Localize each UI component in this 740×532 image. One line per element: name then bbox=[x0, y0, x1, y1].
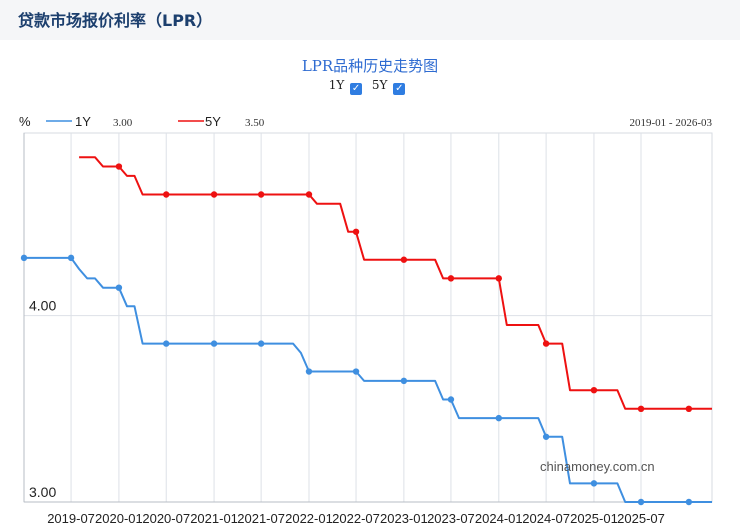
series-layer bbox=[20, 156, 712, 506]
data-point-5y bbox=[210, 191, 218, 198]
toggle-5y-label: 5Y bbox=[371, 78, 388, 92]
x-tick-label: 2023-07 bbox=[427, 511, 475, 526]
chart-title: LPR品种历史走势图 bbox=[301, 57, 439, 75]
x-tick-label: 2025-07 bbox=[617, 511, 665, 526]
data-point-5y bbox=[115, 163, 123, 170]
data-point-1y bbox=[542, 433, 550, 440]
data-point-1y bbox=[637, 498, 645, 506]
x-tick-label: 2025-01 bbox=[570, 511, 618, 526]
data-point-1y bbox=[352, 368, 360, 375]
x-tick-label: 2024-07 bbox=[522, 511, 570, 526]
data-point-5y bbox=[305, 191, 313, 198]
data-point-1y bbox=[257, 340, 265, 347]
x-tick-label: 2020-07 bbox=[142, 511, 190, 526]
data-point-1y bbox=[447, 396, 455, 403]
data-point-1y bbox=[163, 340, 170, 347]
watermark: chinamoney.com.cn bbox=[540, 459, 655, 474]
legend-value: 3.50 bbox=[245, 117, 265, 129]
chart-labels: 2019-07 2020-01 2020-07 2021-01 2021-07 2022-… bbox=[19, 114, 712, 526]
legend-value: 3.00 bbox=[113, 117, 133, 129]
plot-frame bbox=[23, 132, 713, 503]
toggle-1y-label: 1Y bbox=[328, 78, 345, 92]
data-point-1y bbox=[305, 368, 313, 375]
toggle-5y-checkbox[interactable]: ✓ bbox=[393, 83, 406, 95]
data-point-1y bbox=[210, 340, 218, 347]
data-point-1y bbox=[590, 480, 598, 487]
x-tick-label: 2021-01 bbox=[190, 511, 238, 526]
data-point-1y bbox=[685, 498, 693, 506]
chart-grid bbox=[23, 132, 713, 503]
series-line-1y bbox=[24, 256, 712, 503]
data-point-1y bbox=[20, 254, 28, 262]
data-point-5y bbox=[495, 275, 502, 282]
y-unit-label: % bbox=[19, 114, 31, 129]
series-toggles: 1Y ✓ 5Y ✓ bbox=[0, 78, 740, 95]
x-tick-label: 2023-01 bbox=[380, 511, 428, 526]
data-point-5y bbox=[685, 405, 693, 413]
date-range-label: 2019-01 - 2026-03 bbox=[630, 117, 713, 129]
data-point-5y bbox=[637, 405, 645, 413]
legend-name: 5Y bbox=[205, 114, 221, 129]
data-point-5y bbox=[352, 228, 360, 235]
data-point-5y bbox=[400, 256, 408, 263]
data-point-1y bbox=[67, 254, 75, 262]
x-tick-label: 2024-01 bbox=[475, 511, 523, 526]
x-tick-label: 2021-07 bbox=[237, 511, 285, 526]
x-tick-label: 2019-07 bbox=[47, 511, 95, 526]
data-point-5y bbox=[447, 275, 455, 282]
page-header: 贷款市场报价利率（LPR） bbox=[0, 0, 740, 40]
data-point-5y bbox=[163, 191, 170, 198]
y-tick-label: 3.00 bbox=[29, 484, 56, 500]
x-tick-label: 2022-07 bbox=[332, 511, 380, 526]
toggle-1y-checkbox[interactable]: ✓ bbox=[350, 83, 363, 95]
data-point-5y bbox=[542, 340, 550, 347]
legend-name: 1Y bbox=[75, 114, 91, 129]
data-point-1y bbox=[495, 414, 502, 422]
x-tick-label: 2020-01 bbox=[95, 511, 143, 526]
series-line-5y bbox=[79, 156, 712, 410]
data-point-1y bbox=[115, 284, 123, 291]
y-tick-label: 4.00 bbox=[29, 298, 56, 314]
page-title: 贷款市场报价利率（LPR） bbox=[18, 11, 213, 30]
data-point-5y bbox=[257, 191, 265, 198]
data-point-1y bbox=[400, 377, 408, 385]
x-tick-label: 2022-01 bbox=[285, 511, 333, 526]
data-point-5y bbox=[590, 386, 598, 394]
